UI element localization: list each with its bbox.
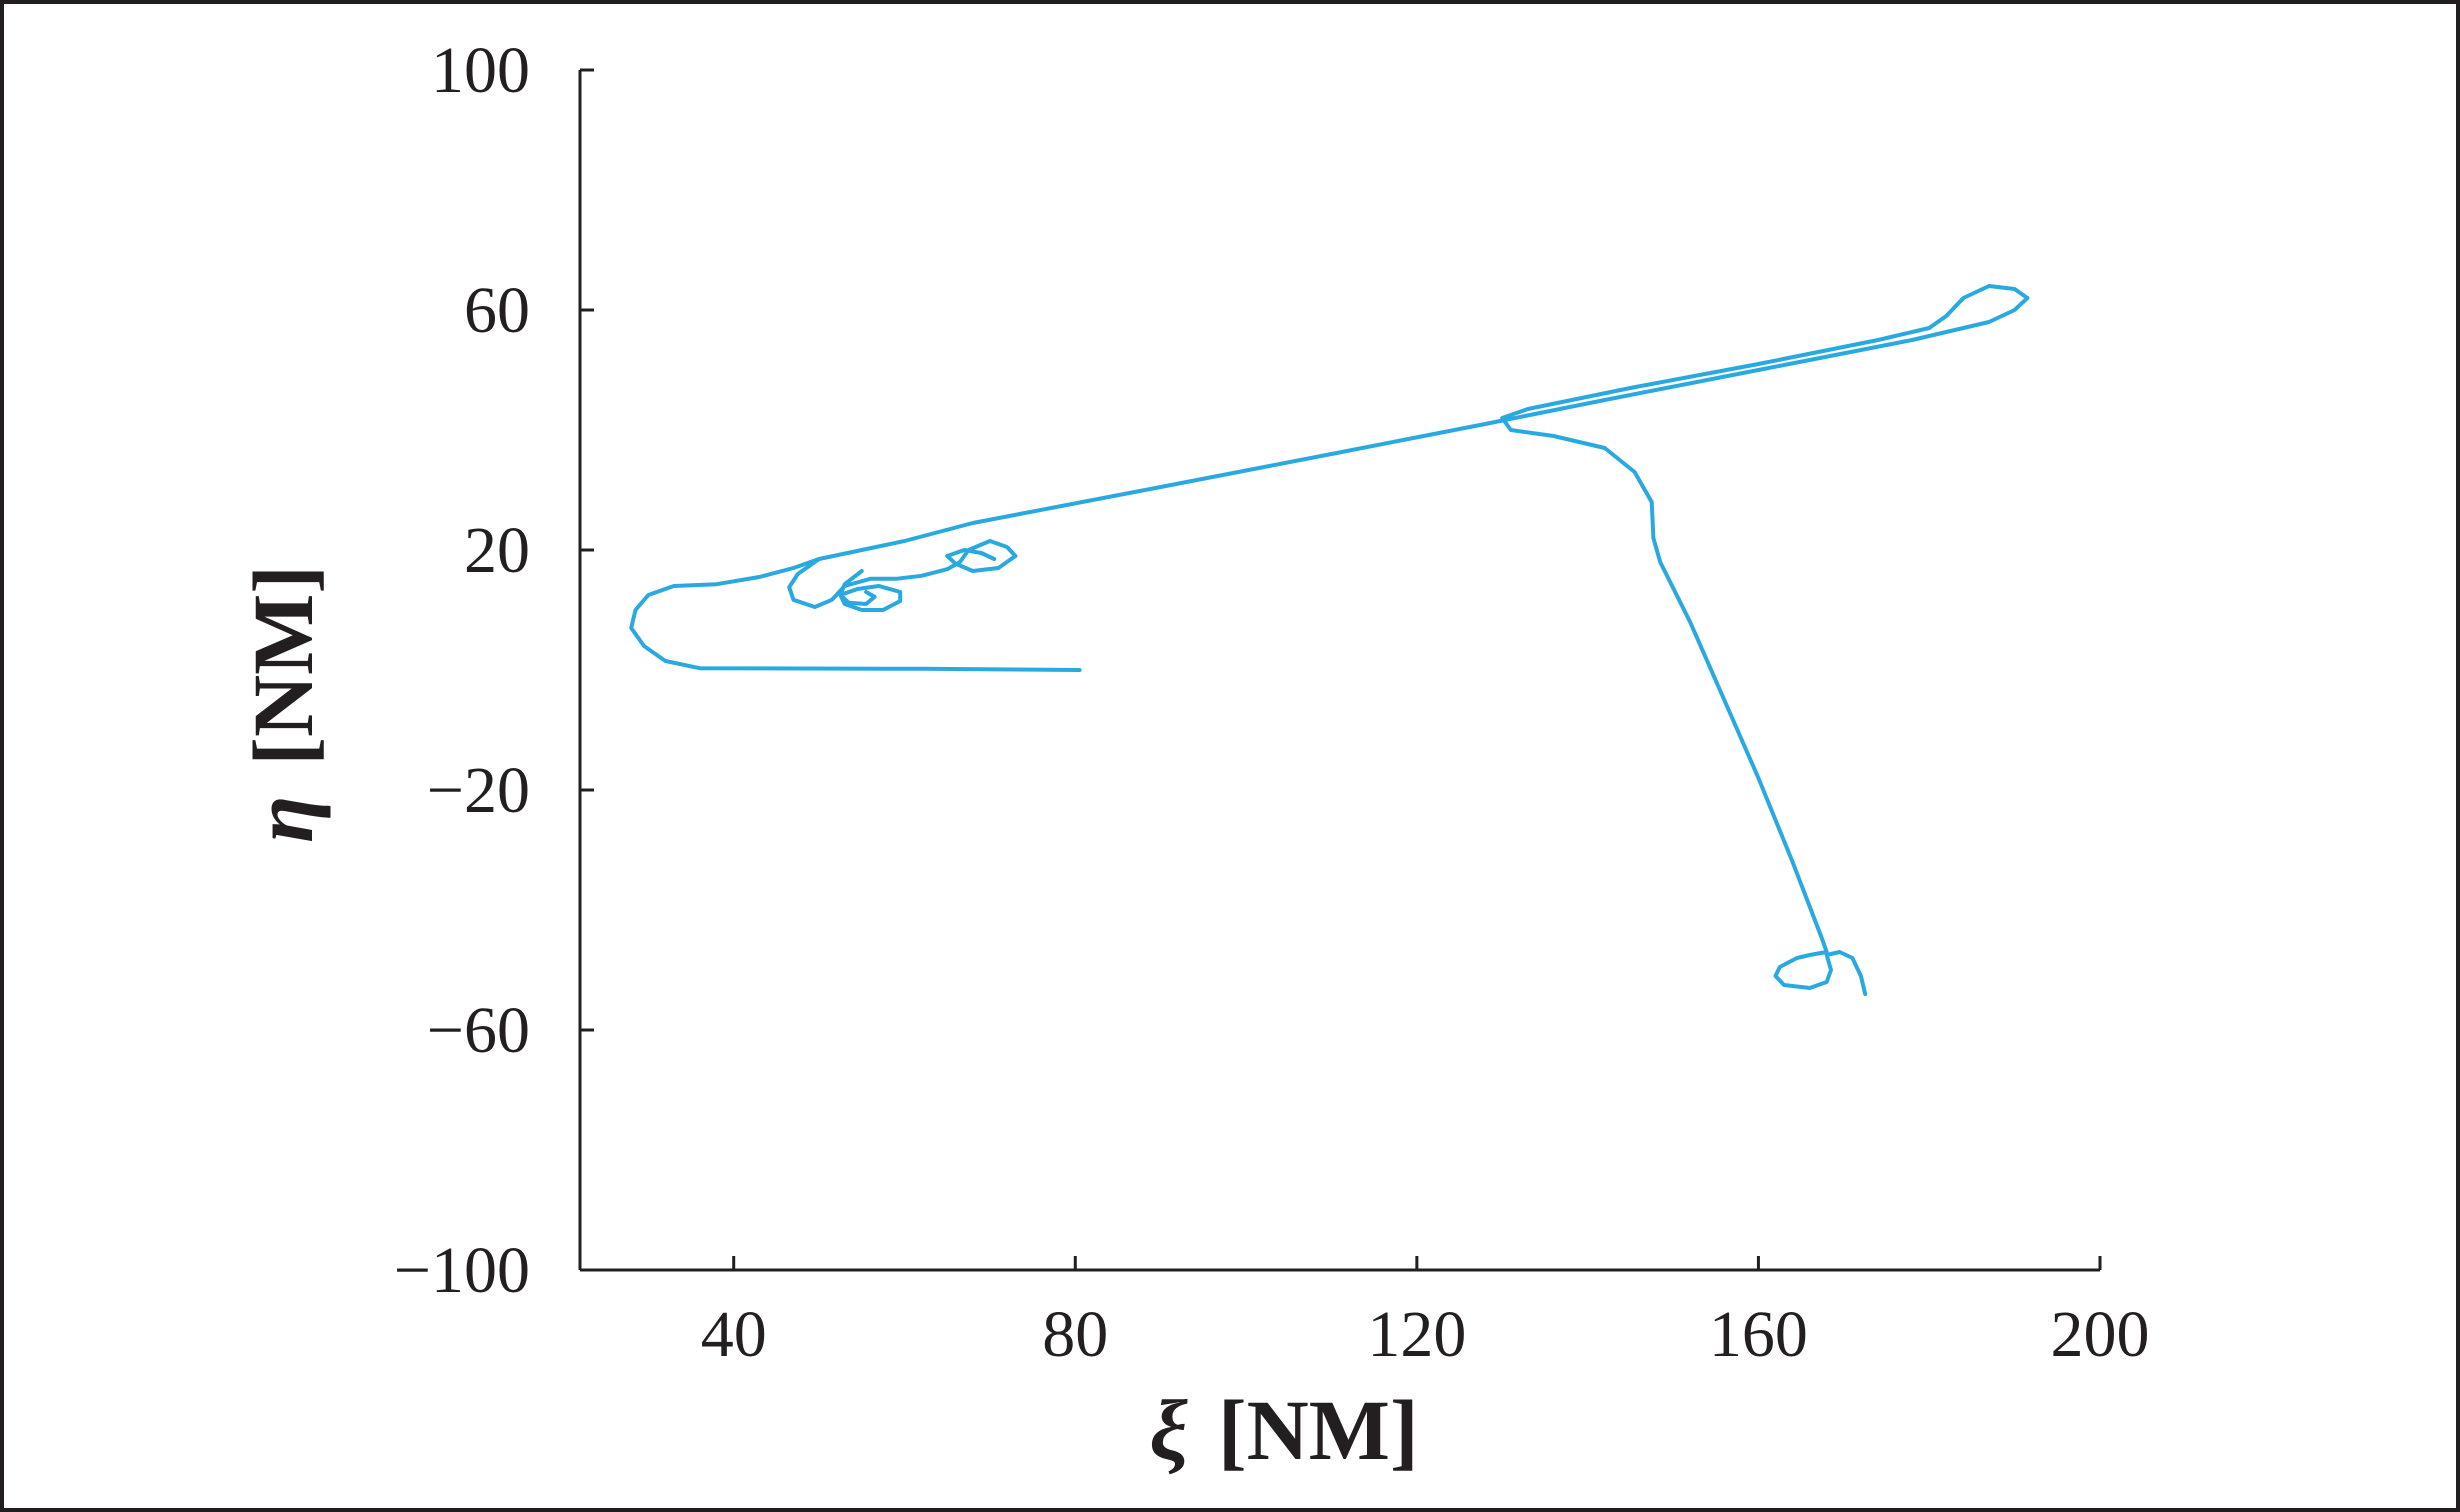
x-axis-title: ξ [NM] (1149, 1382, 1418, 1478)
x-tick-label: 160 (1709, 1298, 1808, 1371)
trajectory-line-2 (787, 539, 1018, 609)
x-tick-label: 80 (1042, 1298, 1108, 1371)
x-tick-label: 40 (701, 1298, 767, 1371)
trajectory-line-1 (629, 284, 2030, 996)
x-tick-label: 200 (2051, 1298, 2150, 1371)
trajectory-line-3 (838, 569, 903, 612)
y-tick-label: −60 (427, 994, 530, 1067)
x-axis-symbol: ξ (1149, 1382, 1188, 1478)
y-axis-title: η [NM] (235, 565, 331, 843)
y-tick-label: −20 (427, 754, 530, 827)
y-tick-label: −100 (394, 1234, 530, 1307)
y-axis-symbol: η (235, 796, 331, 843)
y-tick-label: 20 (464, 514, 530, 587)
x-axis-unit: [NM] (1218, 1382, 1419, 1478)
series-group (629, 284, 2030, 996)
y-axis-unit: [NM] (235, 565, 331, 766)
axes: −100 −60 −20 20 60 100 40 80 120 160 200 (394, 34, 2150, 1371)
y-tick-label: 60 (464, 274, 530, 347)
trajectory-chart: −100 −60 −20 20 60 100 40 80 120 160 200 ξ [NM] η [N… (235, 34, 2150, 1478)
x-tick-label: 120 (1367, 1298, 1466, 1371)
y-tick-label: 100 (431, 34, 530, 107)
